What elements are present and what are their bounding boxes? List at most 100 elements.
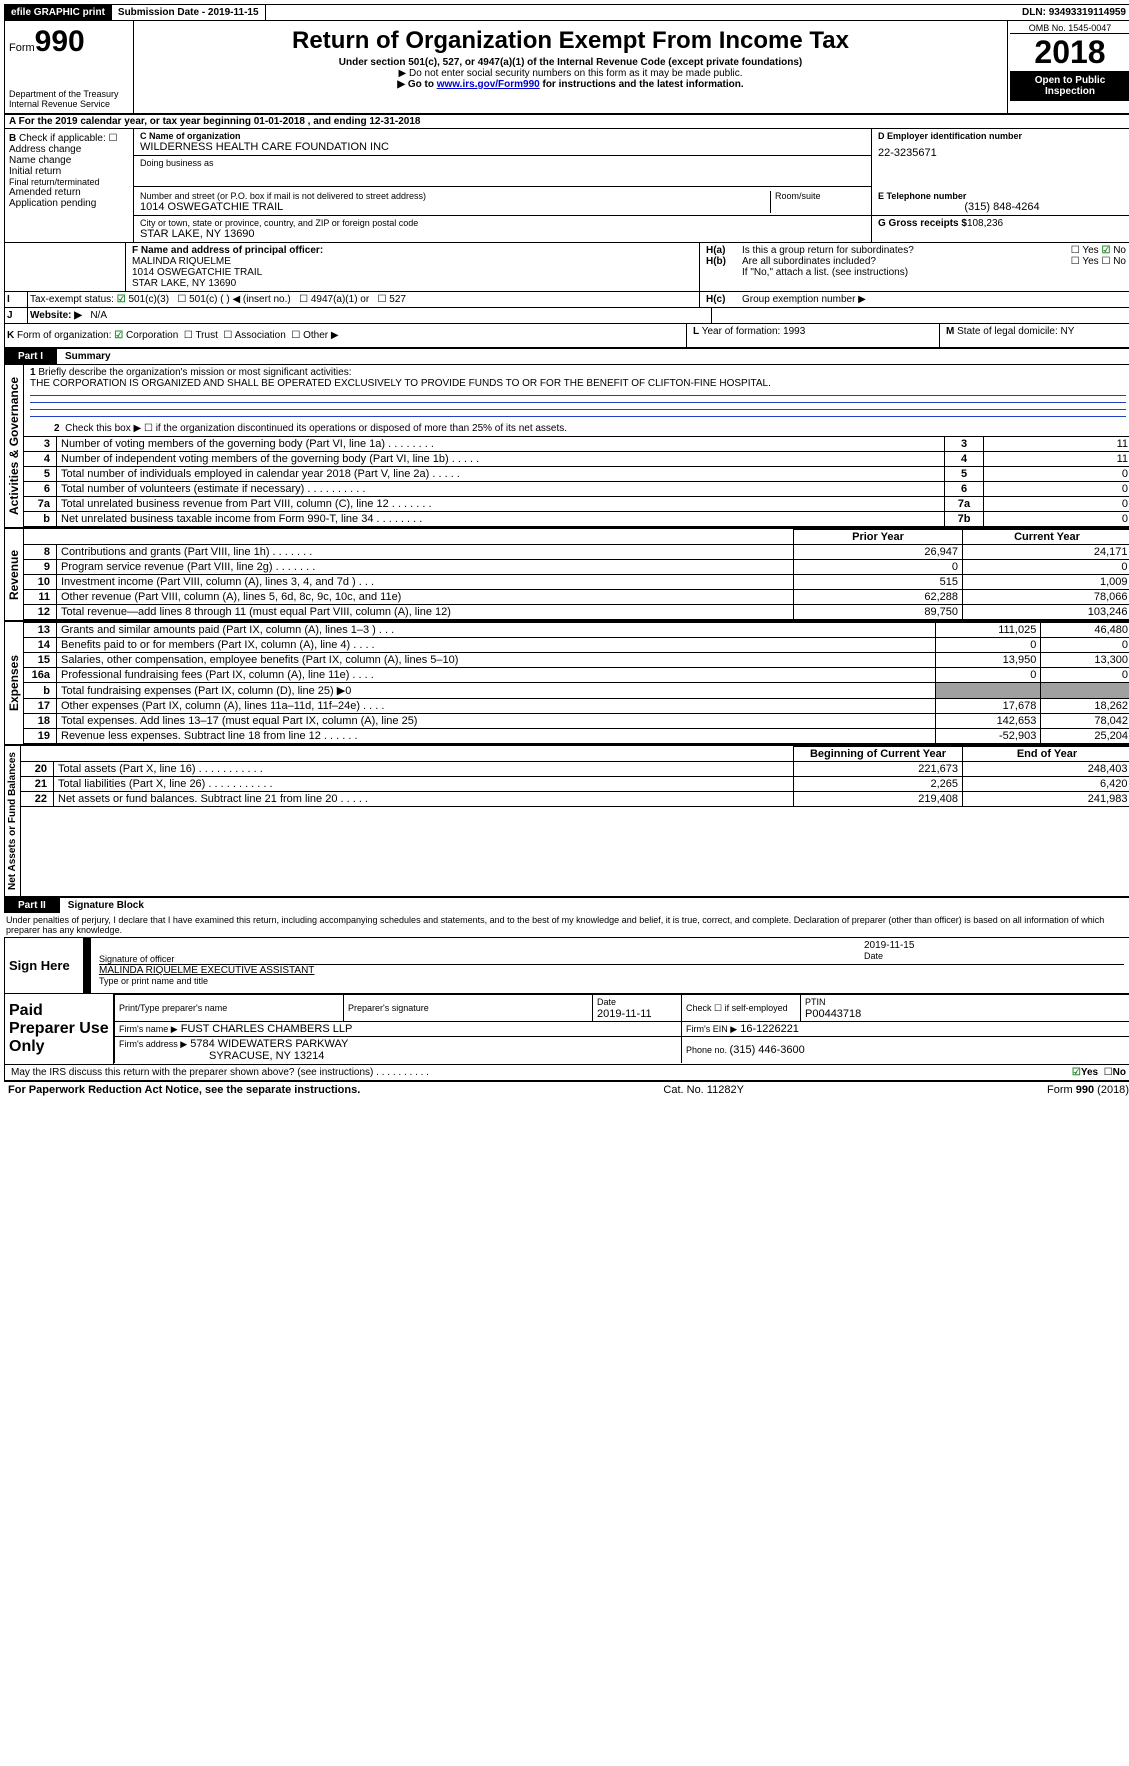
ptin-value: P00443718 xyxy=(805,1008,861,1020)
line-desc: Total assets (Part X, line 16) . . . . .… xyxy=(54,762,794,777)
part1-expenses: Expenses 13 Grants and similar amounts p… xyxy=(4,622,1129,746)
line-desc: Total fundraising expenses (Part IX, col… xyxy=(57,683,936,699)
line-box: 7b xyxy=(945,512,984,527)
phone-label: E Telephone number xyxy=(878,191,1126,201)
line-desc: Number of independent voting members of … xyxy=(57,452,945,467)
prior-val xyxy=(935,683,1040,699)
hb-note: If "No," attach a list. (see instruction… xyxy=(706,267,1126,278)
line-no: 10 xyxy=(24,575,57,590)
line-desc: Benefits paid to or for members (Part IX… xyxy=(57,638,936,653)
line-desc: Total liabilities (Part X, line 26) . . … xyxy=(54,777,794,792)
hb-no[interactable] xyxy=(1101,256,1113,267)
irs-label: Internal Revenue Service xyxy=(9,99,129,109)
sig-date-label: Date xyxy=(864,951,1124,961)
curr-val: 103,246 xyxy=(963,605,1129,620)
prior-val: 2,265 xyxy=(794,777,963,792)
hc-text: Group exemption number ▶ xyxy=(742,294,866,305)
prior-val: -52,903 xyxy=(935,729,1040,744)
chk-final-return[interactable]: Final return/terminated xyxy=(9,177,129,187)
org-name: WILDERNESS HEALTH CARE FOUNDATION INC xyxy=(140,141,865,153)
section-b: B Check if applicable: Address change Na… xyxy=(5,129,134,242)
firm-addr1: 5784 WIDEWATERS PARKWAY xyxy=(190,1038,348,1050)
firm-ein: 16-1226221 xyxy=(740,1023,799,1035)
curr-val: 13,300 xyxy=(1041,653,1129,668)
chk-4947[interactable] xyxy=(299,294,311,305)
dln: DLN: 93493319114959 xyxy=(1016,5,1129,20)
open-public-badge: Open to Public Inspection xyxy=(1010,71,1129,101)
form-title: Return of Organization Exempt From Incom… xyxy=(138,27,1003,55)
entity-block: B Check if applicable: Address change Na… xyxy=(4,129,1129,242)
governance-table: 3 Number of voting members of the govern… xyxy=(24,436,1129,527)
discuss-no[interactable] xyxy=(1104,1067,1113,1078)
chk-initial-return[interactable]: Initial return xyxy=(9,166,129,177)
line-no: 3 xyxy=(24,437,57,452)
line-no: 5 xyxy=(24,467,57,482)
ha-text: Is this a group return for subordinates? xyxy=(742,245,1071,256)
curr-val: 25,204 xyxy=(1041,729,1129,744)
chk-corporation[interactable] xyxy=(114,330,126,341)
line-desc: Contributions and grants (Part VIII, lin… xyxy=(57,545,794,560)
curr-val: 24,171 xyxy=(963,545,1129,560)
chk-application-pending[interactable]: Application pending xyxy=(9,198,129,209)
officer-name-title: MALINDA RIQUELME EXECUTIVE ASSISTANT xyxy=(99,965,1124,976)
street-value: 1014 OSWEGATCHIE TRAIL xyxy=(140,201,770,213)
line-val: 0 xyxy=(984,497,1129,512)
line-desc: Investment income (Part VIII, column (A)… xyxy=(57,575,794,590)
curr-val: 248,403 xyxy=(963,762,1129,777)
curr-val xyxy=(1041,683,1129,699)
chk-527[interactable] xyxy=(378,294,390,305)
paid-preparer-block: Paid Preparer Use Only Print/Type prepar… xyxy=(4,994,1129,1065)
chk-name-change[interactable]: Name change xyxy=(9,155,129,166)
line-box: 4 xyxy=(945,452,984,467)
line-no: 8 xyxy=(24,545,57,560)
irs-link[interactable]: www.irs.gov/Form990 xyxy=(437,79,540,90)
form-note-link: ▶ Go to www.irs.gov/Form990 for instruct… xyxy=(138,79,1003,90)
chk-address-change[interactable]: Address change xyxy=(9,144,129,155)
line-val: 0 xyxy=(984,482,1129,497)
curr-val: 0 xyxy=(963,560,1129,575)
line-no: 21 xyxy=(21,777,54,792)
hc-label: H(c) xyxy=(706,294,742,305)
discuss-yes[interactable] xyxy=(1072,1067,1081,1078)
chk-501c3[interactable] xyxy=(117,294,129,305)
chk-501c[interactable] xyxy=(177,294,189,305)
form-header: Form990 Department of the Treasury Inter… xyxy=(4,21,1129,115)
side-revenue: Revenue xyxy=(5,529,23,620)
curr-val: 1,009 xyxy=(963,575,1129,590)
curr-val: 6,420 xyxy=(963,777,1129,792)
side-netassets: Net Assets or Fund Balances xyxy=(5,746,20,896)
chk-association[interactable] xyxy=(223,330,234,341)
perjury-statement: Under penalties of perjury, I declare th… xyxy=(4,913,1129,937)
dept-treasury: Department of the Treasury xyxy=(9,89,129,99)
officer-addr1: 1014 OSWEGATCHIE TRAIL xyxy=(132,267,693,278)
part1-activities: Activities & Governance 1 Briefly descri… xyxy=(4,364,1129,529)
city-value: STAR LAKE, NY 13690 xyxy=(140,228,865,240)
ha-no[interactable] xyxy=(1101,245,1113,256)
chk-amended-return[interactable]: Amended return xyxy=(9,187,129,198)
ha-yes[interactable] xyxy=(1071,245,1083,256)
row-j: J Website: ▶ N/A xyxy=(4,307,1129,323)
room-label: Room/suite xyxy=(775,191,865,201)
curr-val: 18,262 xyxy=(1041,699,1129,714)
curr-val: 78,042 xyxy=(1041,714,1129,729)
line-no: 18 xyxy=(24,714,57,729)
firm-name: FUST CHARLES CHAMBERS LLP xyxy=(181,1023,353,1035)
chk-other[interactable] xyxy=(291,330,303,341)
dba-label: Doing business as xyxy=(140,158,865,168)
line-val: 11 xyxy=(984,452,1129,467)
line-desc: Total number of individuals employed in … xyxy=(57,467,945,482)
tax-year: 2018 xyxy=(1010,34,1129,71)
side-activities: Activities & Governance xyxy=(5,365,23,527)
line-desc: Net unrelated business taxable income fr… xyxy=(57,512,945,527)
chk-trust[interactable] xyxy=(184,330,196,341)
year-formation: 1993 xyxy=(783,326,805,337)
line-no: 14 xyxy=(24,638,57,653)
line-desc: Professional fundraising fees (Part IX, … xyxy=(57,668,936,683)
line-box: 5 xyxy=(945,467,984,482)
prior-val: 62,288 xyxy=(794,590,963,605)
hb-label: H(b) xyxy=(706,256,742,267)
prior-val: 13,950 xyxy=(935,653,1040,668)
hb-yes[interactable] xyxy=(1071,256,1083,267)
chk-self-employed[interactable]: Check ☐ if self-employed xyxy=(686,1003,788,1013)
row-f-h: F Name and address of principal officer:… xyxy=(4,242,1129,291)
